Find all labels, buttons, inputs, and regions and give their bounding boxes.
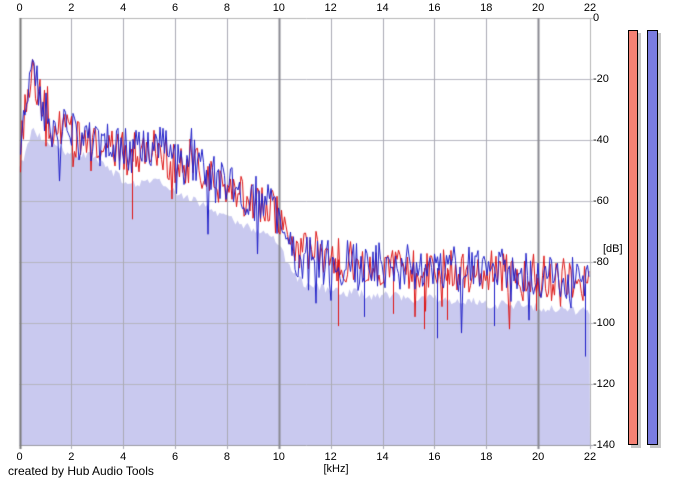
x-axis-tick-top: 6 [172,2,179,14]
y-axis-tick: 0 [593,12,600,24]
x-axis-tick-bottom: 10 [272,451,285,463]
x-axis-tick-bottom: 12 [324,451,337,463]
x-axis-tick-bottom: 6 [172,451,179,463]
x-axis-tick-bottom: 0 [16,451,23,463]
left-channel-level-meter [628,30,638,445]
y-axis-tick: -40 [593,134,609,146]
x-axis-tick-bottom: 16 [428,451,441,463]
x-axis-tick-top: 20 [532,2,545,14]
x-axis-tick-top: 14 [376,2,389,14]
db-axis-unit-label: [dB] [603,243,623,255]
y-axis-tick: -100 [593,317,616,329]
x-axis-tick-top: 16 [428,2,441,14]
x-axis-tick-bottom: 18 [480,451,493,463]
x-axis-tick-top: 10 [272,2,285,14]
y-axis-tick: -140 [593,439,616,451]
x-axis-tick-bottom: 22 [583,451,597,463]
y-axis-tick: -120 [593,378,616,390]
x-axis-tick-top: 8 [223,2,231,14]
credit-text: created by Hub Audio Tools [8,464,154,478]
x-axis-tick-top: 4 [120,2,127,14]
x-axis-tick-top: 2 [68,2,75,14]
y-axis-tick: -60 [593,195,609,207]
x-axis-tick-top: 12 [324,2,337,14]
right-channel-level-meter [647,30,658,445]
x-axis-tick-top: 22 [583,2,597,14]
x-axis-tick-bottom: 2 [68,451,75,463]
khz-axis-unit-label: [kHz] [323,463,349,475]
x-axis-tick-top: 18 [480,2,493,14]
x-axis-tick-bottom: 20 [532,451,545,463]
x-axis-tick-top: 0 [16,2,23,14]
x-axis-tick-bottom: 4 [120,451,127,463]
x-axis-tick-bottom: 14 [376,451,389,463]
y-axis-tick: -20 [593,73,609,85]
y-axis-tick: -80 [593,256,609,268]
x-axis-tick-bottom: 8 [223,451,231,463]
